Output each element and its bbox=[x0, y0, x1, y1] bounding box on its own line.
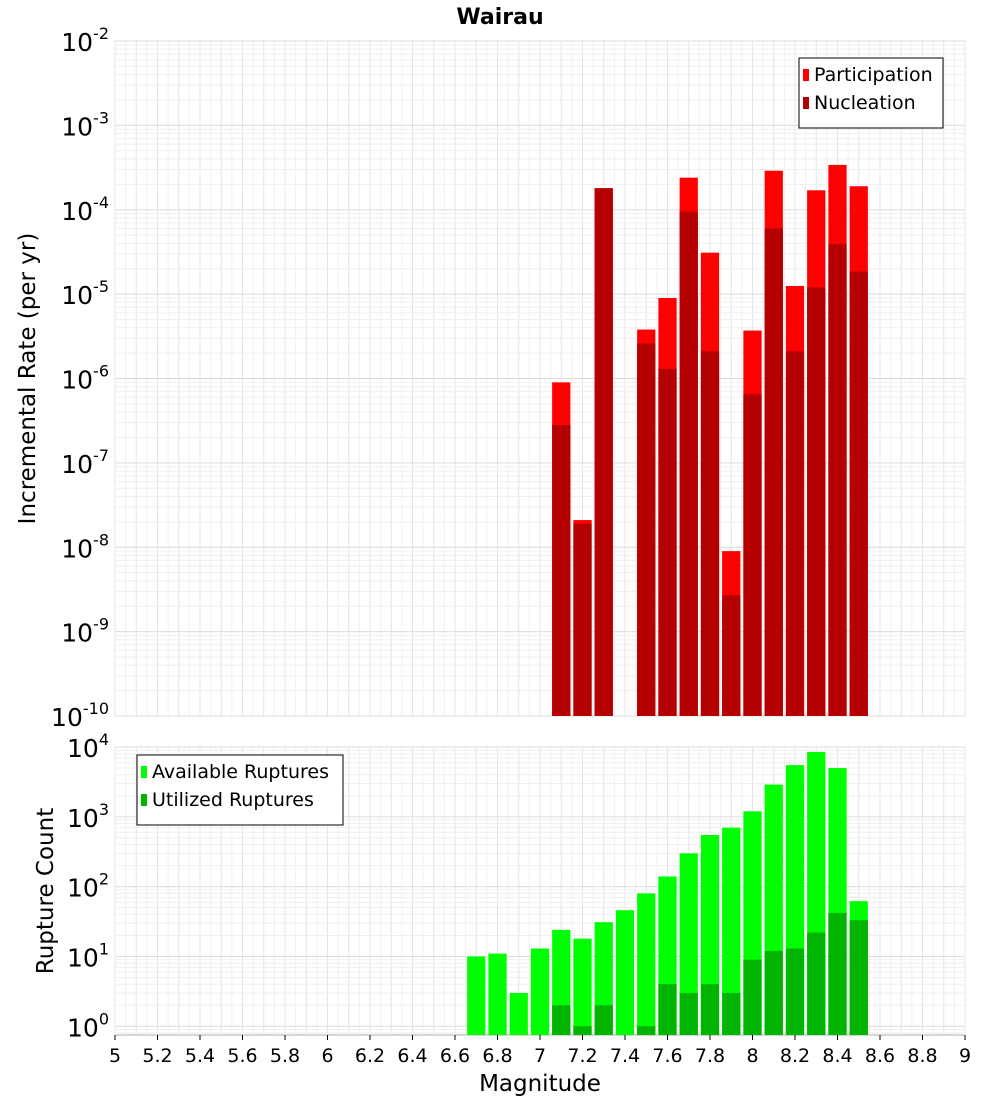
y-tick-label: 10-9 bbox=[61, 615, 109, 648]
bar-utilized-ruptures bbox=[594, 1005, 613, 1035]
x-tick-label: 6.6 bbox=[440, 1045, 470, 1067]
rate-panel: 10-10 10-9 10-8 10-7 10-6 10-5 10-4 10-3 10-2 In… bbox=[15, 24, 966, 732]
x-tick-label: 8.4 bbox=[822, 1045, 852, 1067]
legend-swatch bbox=[141, 794, 147, 806]
count-bars bbox=[467, 751, 868, 1035]
bar-nucleation bbox=[828, 244, 847, 717]
x-tick-label: 7.6 bbox=[652, 1045, 682, 1067]
y-tick-label: 100 bbox=[67, 1009, 109, 1042]
bar-nucleation bbox=[594, 188, 613, 717]
legend-box bbox=[136, 754, 344, 826]
x-tick-label: 9 bbox=[959, 1045, 971, 1067]
bar-nucleation bbox=[700, 351, 720, 716]
legend-box bbox=[798, 57, 944, 129]
x-tick-label: 6.4 bbox=[397, 1045, 427, 1067]
x-tick-label: 6.8 bbox=[482, 1045, 512, 1067]
rate-bars bbox=[552, 164, 868, 717]
x-tick-label: 6 bbox=[321, 1045, 333, 1067]
legend-label: Participation bbox=[814, 64, 933, 86]
y-tick-label: 10-2 bbox=[61, 24, 109, 57]
y-tick-label: 10-7 bbox=[61, 446, 109, 479]
x-tick-label: 8.6 bbox=[865, 1045, 895, 1067]
y-tick-label: 101 bbox=[67, 939, 109, 972]
magnitude-x-ticks: 5 5.2 5.4 5.6 5.8 6 6.2 6.4 6.6 6.8 7 7.2 7.4 7.6 7.8 8… bbox=[109, 1035, 971, 1067]
bar-available-ruptures bbox=[615, 910, 635, 1035]
bar-utilized-ruptures bbox=[679, 992, 698, 1035]
bar-available-ruptures bbox=[679, 853, 698, 1035]
bar-available-ruptures bbox=[488, 953, 507, 1035]
x-tick-label: 7.2 bbox=[567, 1045, 597, 1067]
bar-utilized-ruptures bbox=[807, 932, 826, 1035]
legend-swatch bbox=[803, 69, 809, 81]
bar-nucleation bbox=[679, 211, 698, 716]
y-tick-label: 10-5 bbox=[61, 277, 109, 310]
rate-y-axis-label: Incremental Rate (per yr) bbox=[15, 233, 41, 525]
x-tick-label: 5 bbox=[109, 1045, 121, 1067]
y-tick-label: 103 bbox=[67, 800, 109, 833]
rate-legend: Participation Nucleation bbox=[798, 57, 944, 129]
bar-available-ruptures bbox=[467, 956, 486, 1035]
bar-nucleation bbox=[658, 368, 677, 716]
bar-available-ruptures bbox=[530, 948, 550, 1035]
x-tick-label: 8.2 bbox=[780, 1045, 810, 1067]
bar-utilized-ruptures bbox=[573, 1026, 592, 1035]
legend-label: Nucleation bbox=[814, 92, 916, 114]
bar-nucleation bbox=[743, 394, 762, 716]
bar-nucleation bbox=[764, 228, 783, 716]
bar-nucleation bbox=[785, 351, 805, 716]
x-tick-label: 7.4 bbox=[610, 1045, 640, 1067]
bar-utilized-ruptures bbox=[658, 984, 677, 1035]
bar-nucleation bbox=[722, 595, 741, 716]
bar-available-ruptures bbox=[573, 938, 592, 1035]
bar-nucleation bbox=[807, 287, 826, 716]
bar-nucleation bbox=[849, 271, 868, 716]
bar-nucleation bbox=[573, 523, 592, 716]
y-tick-label: 104 bbox=[67, 730, 109, 763]
y-tick-label: 102 bbox=[67, 870, 109, 903]
legend-label: Available Ruptures bbox=[152, 761, 329, 783]
x-tick-label: 6.2 bbox=[355, 1045, 385, 1067]
x-tick-label: 7 bbox=[534, 1045, 546, 1067]
y-tick-label: 10-4 bbox=[61, 193, 109, 226]
bar-utilized-ruptures bbox=[722, 992, 741, 1035]
legend-label: Utilized Ruptures bbox=[152, 789, 314, 811]
y-tick-label: 10-6 bbox=[61, 362, 109, 395]
y-tick-label: 10-8 bbox=[61, 530, 109, 563]
bar-utilized-ruptures bbox=[743, 959, 762, 1035]
count-y-ticks: 100 101 102 103 104 bbox=[67, 730, 109, 1042]
x-axis-label: Magnitude bbox=[479, 1071, 601, 1097]
x-tick-label: 5.8 bbox=[270, 1045, 300, 1067]
rate-y-ticks: 10-10 10-9 10-8 10-7 10-6 10-5 10-4 10-3 10-2 bbox=[51, 24, 109, 732]
x-tick-label: 7.8 bbox=[695, 1045, 725, 1067]
bar-utilized-ruptures bbox=[637, 1026, 656, 1035]
x-tick-label: 8 bbox=[746, 1045, 758, 1067]
bar-available-ruptures bbox=[637, 893, 656, 1035]
count-y-axis-label: Rupture Count bbox=[33, 808, 59, 974]
chart-title: Wairau bbox=[456, 5, 543, 30]
legend-swatch bbox=[141, 766, 147, 778]
bar-nucleation bbox=[637, 343, 656, 716]
legend-swatch bbox=[803, 97, 809, 109]
bar-utilized-ruptures bbox=[700, 984, 720, 1035]
y-tick-label: 10-3 bbox=[61, 108, 109, 141]
x-tick-label: 5.6 bbox=[227, 1045, 257, 1067]
bar-utilized-ruptures bbox=[764, 950, 783, 1035]
bar-nucleation bbox=[552, 425, 571, 716]
count-legend: Available Ruptures Utilized Ruptures bbox=[136, 754, 344, 826]
bar-available-ruptures bbox=[509, 992, 528, 1035]
x-tick-label: 8.8 bbox=[907, 1045, 937, 1067]
bar-utilized-ruptures bbox=[849, 920, 868, 1035]
x-tick-label: 5.2 bbox=[142, 1045, 172, 1067]
bar-available-ruptures bbox=[722, 827, 741, 1035]
bar-utilized-ruptures bbox=[785, 948, 805, 1035]
count-panel: 100 101 102 103 104 5 5.2 5.4 5.6 5.8 6 6.2 6.4 6.6 6… bbox=[33, 730, 971, 1097]
y-tick-label: 10-10 bbox=[51, 699, 109, 732]
x-tick-label: 5.4 bbox=[185, 1045, 215, 1067]
bar-utilized-ruptures bbox=[828, 912, 847, 1035]
bar-utilized-ruptures bbox=[552, 1005, 571, 1035]
